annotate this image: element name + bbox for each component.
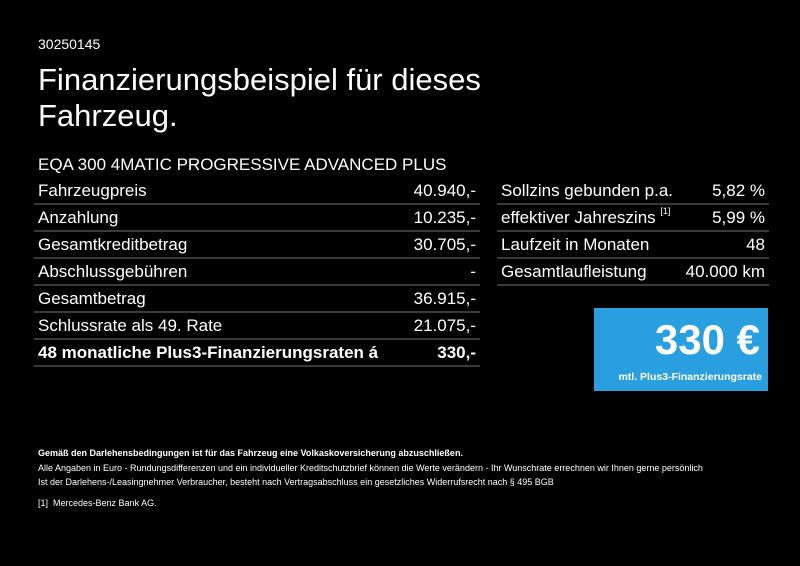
table-row: Abschlussgebühren - xyxy=(34,259,480,286)
table-row: Gesamtlaufleistung 40.000 km xyxy=(497,259,769,286)
row-value: 330,- xyxy=(437,342,476,362)
row-value: 40.940,- xyxy=(413,180,476,200)
disclaimer-line: Alle Angaben in Euro - Rundungsdifferenz… xyxy=(38,462,703,473)
table-row: Sollzins gebunden p.a. 5,82 % xyxy=(497,178,769,205)
row-value: 36.915,- xyxy=(413,288,476,308)
row-value: 30.705,- xyxy=(413,234,476,254)
row-value: 10.235,- xyxy=(413,207,476,227)
insurance-note: Gemäß den Darlehensbedingungen ist für d… xyxy=(38,448,463,458)
footnote-marker: [1] xyxy=(660,205,671,216)
row-value: 48 xyxy=(746,234,765,254)
table-row: Laufzeit in Monaten 48 xyxy=(497,232,769,259)
row-label: Gesamtlaufleistung xyxy=(501,261,647,281)
monthly-rate-label: mtl. Plus3-Finanzierungsrate xyxy=(618,371,762,383)
row-value: 40.000 km xyxy=(685,261,765,281)
financing-table: Fahrzeugpreis 40.940,- Anzahlung 10.235,- … xyxy=(34,178,480,367)
row-value: 5,82 % xyxy=(712,180,765,200)
row-label: Gesamtkreditbetrag xyxy=(38,234,188,254)
terms-table: Sollzins gebunden p.a. 5,82 % effektiver … xyxy=(497,178,769,286)
table-row: Fahrzeugpreis 40.940,- xyxy=(34,178,480,205)
footnote: [1] Mercedes-Benz Bank AG. xyxy=(38,496,703,511)
row-value: 21.075,- xyxy=(413,315,476,335)
footer-notes: Gemäß den Darlehensbedingungen ist für d… xyxy=(38,446,703,510)
row-label: Sollzins gebunden p.a. xyxy=(501,180,674,200)
table-row: Gesamtkreditbetrag 30.705,- xyxy=(34,232,480,259)
monthly-rate-box: 330 € mtl. Plus3-Finanzierungsrate xyxy=(594,308,768,391)
offer-code: 30250145 xyxy=(38,36,101,52)
model-name: EQA 300 4MATIC PROGRESSIVE ADVANCED PLUS xyxy=(38,155,447,174)
table-row: Anzahlung 10.235,- xyxy=(34,205,480,232)
row-label: Abschlussgebühren xyxy=(38,261,188,281)
row-label: Anzahlung xyxy=(38,207,119,227)
row-label: Schlussrate als 49. Rate xyxy=(38,315,223,335)
row-value: 5,99 % xyxy=(712,207,765,227)
page-title: Finanzierungsbeispiel für dieses Fahrzeu… xyxy=(38,62,481,133)
row-label: 48 monatliche Plus3-Finanzierungsraten á xyxy=(38,342,379,362)
table-row: Schlussrate als 49. Rate 21.075,- xyxy=(34,313,480,340)
row-label: effektiver Jahreszins xyxy=(501,207,656,227)
footnote-marker: [1] xyxy=(38,497,49,508)
row-label: Fahrzeugpreis xyxy=(38,180,147,200)
table-row: effektiver Jahreszins [1] 5,99 % xyxy=(497,205,769,232)
monthly-rate-amount: 330 € xyxy=(654,316,760,363)
table-row: 48 monatliche Plus3-Finanzierungsraten á… xyxy=(34,340,480,367)
disclaimer-line: Ist der Darlehens-/Leasingnehmer Verbrau… xyxy=(38,477,554,487)
row-value: - xyxy=(470,261,476,281)
footnote-text: Mercedes-Benz Bank AG. xyxy=(53,497,157,508)
table-row: Gesamtbetrag 36.915,- xyxy=(34,286,480,313)
row-label: Gesamtbetrag xyxy=(38,288,146,308)
row-label: Laufzeit in Monaten xyxy=(501,234,650,254)
